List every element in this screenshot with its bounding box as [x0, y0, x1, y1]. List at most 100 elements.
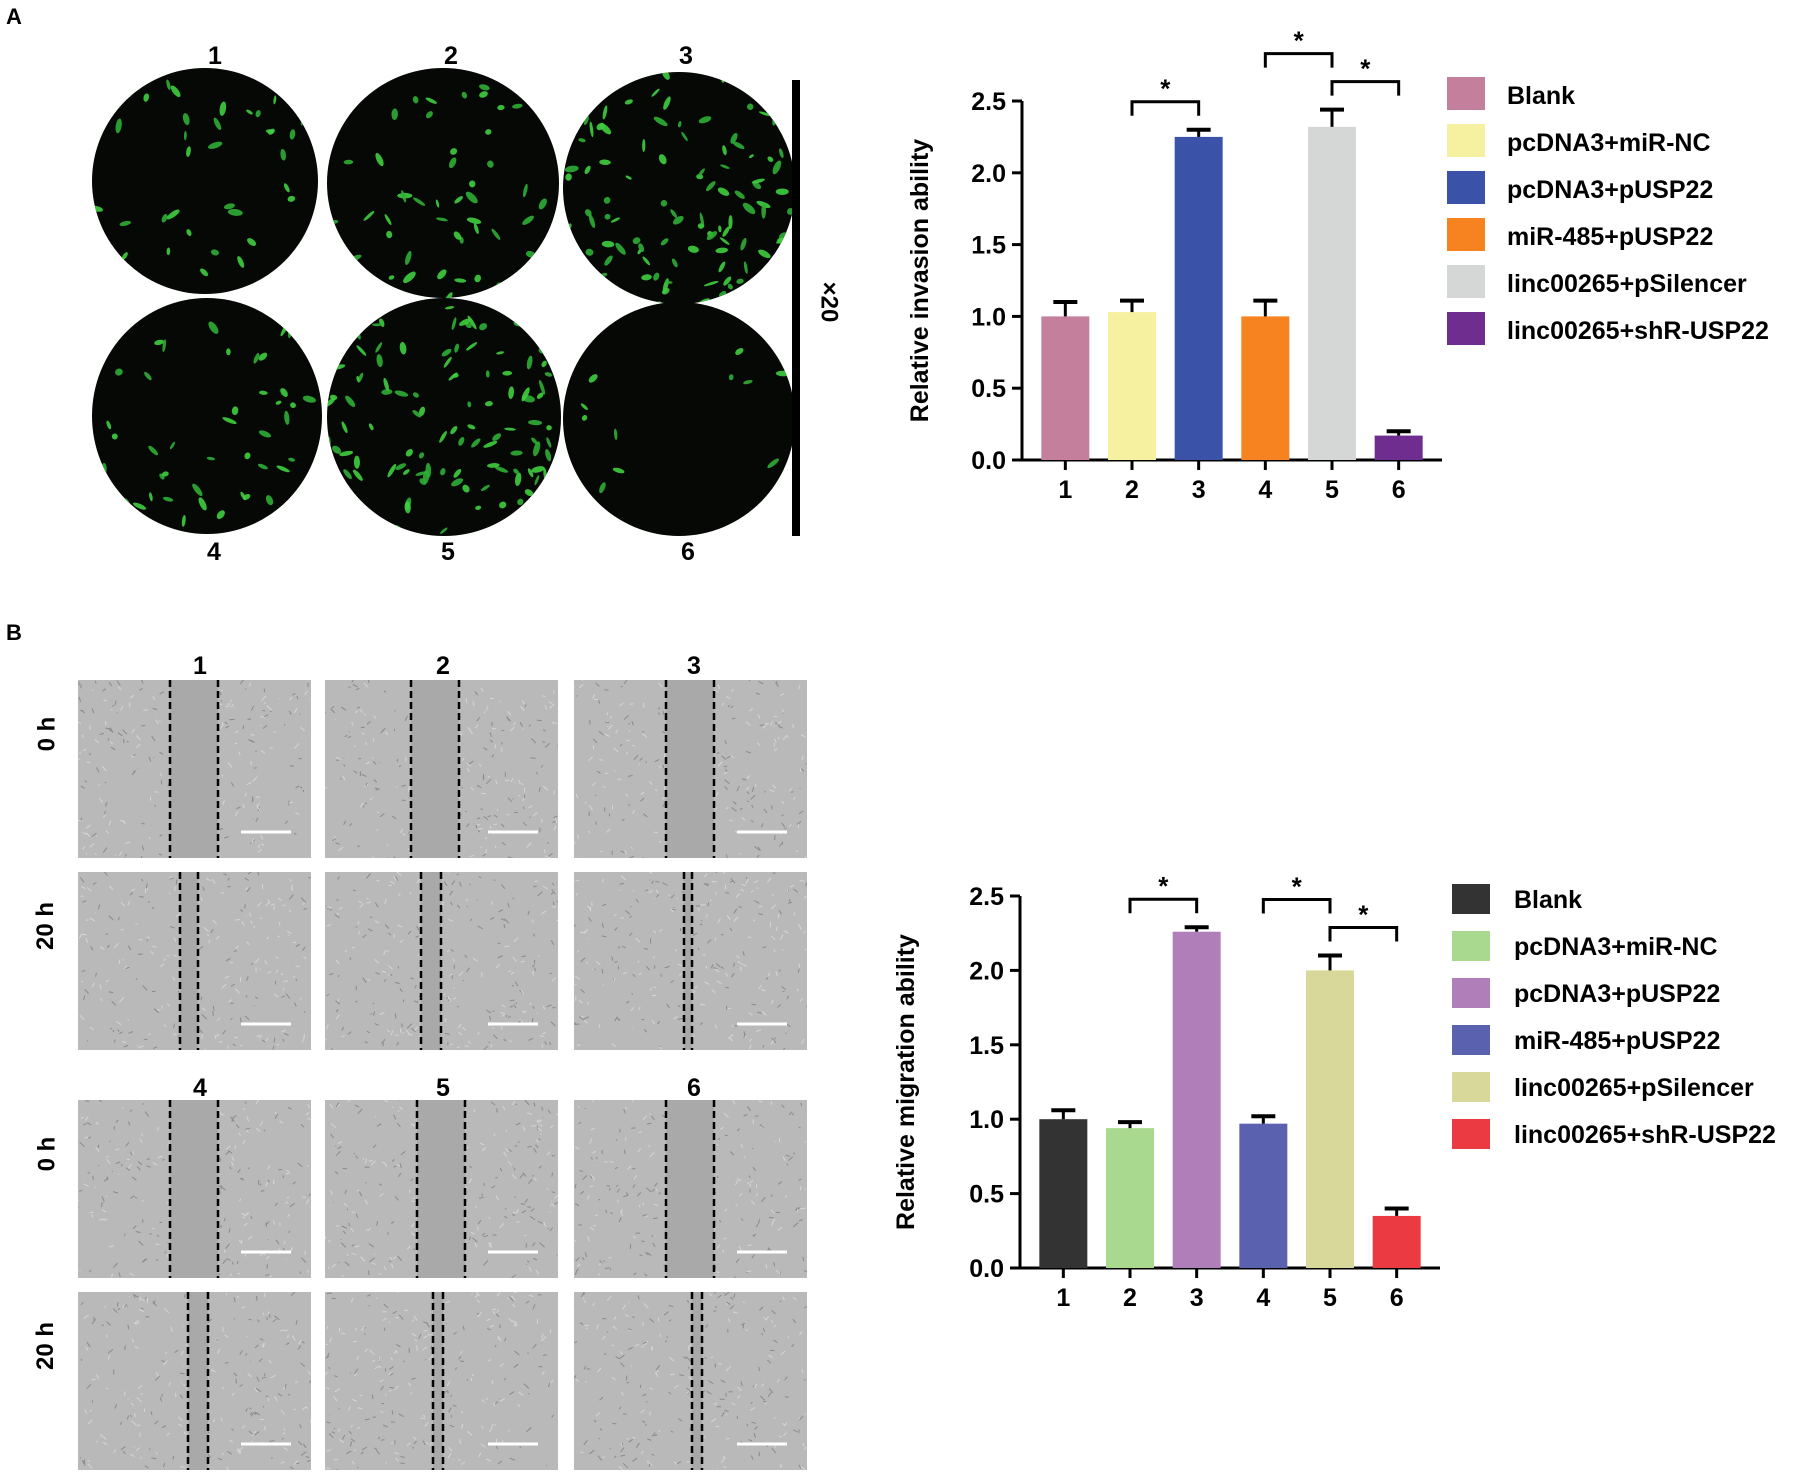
scratch-number-6: 6	[687, 1074, 701, 1102]
cell-mark	[258, 390, 268, 395]
invasion-image-4	[92, 298, 322, 534]
cell-mark	[375, 152, 384, 167]
cell-mark	[258, 430, 272, 438]
legend-label: Blank	[1514, 886, 1582, 914]
cell-mark	[601, 240, 615, 248]
cell-mark	[730, 132, 738, 144]
cell-mark	[513, 468, 519, 474]
bar-2	[1106, 1128, 1154, 1268]
cell-mark	[703, 280, 719, 287]
cell-mark	[698, 116, 712, 124]
significance-bracket	[1130, 100, 1201, 116]
cell-mark	[536, 392, 544, 399]
cell-mark	[302, 395, 316, 403]
y-tick-label: 2.5	[969, 883, 1004, 911]
cell-mark	[216, 510, 225, 520]
cell-mark	[247, 238, 257, 246]
cell-mark	[732, 141, 745, 149]
significance-bracket	[1328, 926, 1399, 942]
y-tick-label: 0.0	[971, 447, 1006, 475]
magnification-bar	[792, 80, 800, 536]
cell-mark	[613, 428, 618, 441]
legend-swatch	[1447, 124, 1485, 157]
cell-mark	[425, 111, 433, 119]
cell-mark	[687, 245, 699, 253]
micro-number-4: 4	[207, 538, 221, 566]
y-tick-label: 0.0	[969, 1255, 1004, 1283]
cell-mark	[231, 406, 239, 416]
cell-mark	[544, 372, 553, 377]
cell-mark	[462, 484, 470, 493]
cell-mark	[399, 341, 407, 355]
cell-mark	[662, 72, 670, 80]
legend-label: linc00265+pSilencer	[1514, 1074, 1754, 1102]
cell-mark	[610, 217, 621, 223]
legend-swatch	[1452, 884, 1490, 914]
cell-mark	[213, 117, 222, 130]
cell-mark	[166, 247, 171, 256]
cell-mark	[722, 226, 730, 237]
y-tick-label: 1.0	[969, 1106, 1004, 1134]
y-tick-label: 2.0	[969, 957, 1004, 985]
cell-mark	[715, 247, 728, 254]
micro-number-2: 2	[444, 42, 458, 70]
bar-5	[1308, 126, 1356, 461]
cell-mark	[115, 368, 123, 376]
cell-mark	[425, 97, 437, 104]
cell-mark	[651, 88, 660, 97]
legend-label: miR-485+pUSP22	[1514, 1027, 1720, 1055]
cell-mark	[440, 527, 448, 534]
cell-mark	[106, 420, 112, 430]
cell-mark	[280, 148, 286, 161]
cell-mark	[510, 450, 523, 456]
cell-mark	[742, 202, 756, 215]
x-tick-label: 3	[1190, 1284, 1204, 1312]
cell-mark	[467, 424, 476, 430]
cell-mark	[453, 231, 462, 240]
cell-mark	[454, 196, 463, 204]
scratch-number-3: 3	[687, 652, 701, 680]
cell-mark	[368, 423, 374, 431]
legend-label: pcDNA3+pUSP22	[1507, 176, 1713, 204]
cell-mark	[541, 360, 547, 368]
cell-mark	[371, 323, 382, 327]
cell-mark	[746, 103, 754, 111]
x-tick-label: 5	[1325, 476, 1339, 504]
cell-mark	[699, 212, 705, 228]
cell-mark	[624, 99, 633, 105]
cell-mark	[453, 469, 462, 478]
bar-5	[1306, 970, 1354, 1268]
cell-mark	[401, 190, 407, 203]
invasion-image-3	[563, 72, 795, 304]
cell-mark	[585, 248, 594, 256]
cell-mark	[602, 105, 608, 120]
significance-star: *	[1158, 871, 1169, 901]
cell-mark	[443, 356, 452, 368]
cell-mark	[672, 215, 684, 225]
cell-mark	[545, 449, 552, 462]
cell-mark	[332, 445, 342, 454]
cell-mark	[484, 401, 493, 407]
cell-mark	[761, 203, 767, 219]
cell-mark	[723, 276, 732, 286]
cell-mark	[612, 467, 625, 474]
cell-mark	[255, 110, 261, 118]
bar-3	[1172, 931, 1221, 1268]
cell-mark	[524, 489, 534, 497]
legend-label: linc00265+shR-USP22	[1507, 317, 1769, 345]
cell-mark	[533, 441, 541, 457]
significance-bracket	[1261, 898, 1332, 914]
cell-mark	[487, 463, 500, 468]
cell-mark	[395, 463, 407, 470]
cell-mark	[186, 229, 192, 236]
cell-mark	[467, 401, 472, 408]
significance-star: *	[1358, 900, 1369, 930]
cell-mark	[440, 468, 446, 476]
cell-mark	[405, 250, 412, 266]
cell-mark	[169, 441, 176, 450]
y-tick-label: 2.5	[971, 88, 1006, 116]
cell-mark	[722, 145, 727, 156]
significance-star: *	[1292, 872, 1303, 902]
cell-mark	[386, 230, 393, 239]
cell-mark	[391, 108, 398, 120]
